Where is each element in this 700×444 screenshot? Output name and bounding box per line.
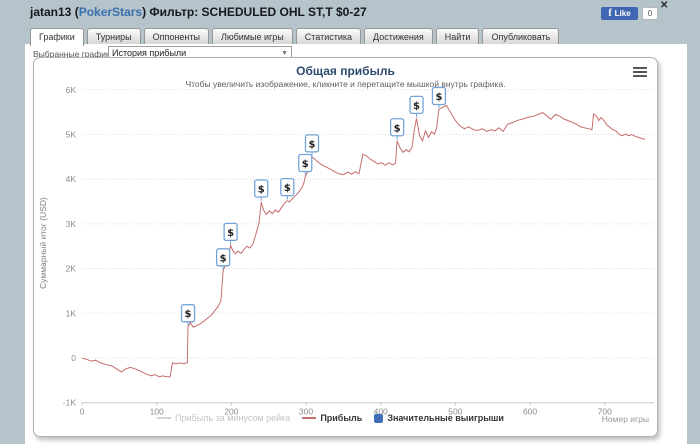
tab-2[interactable]: Турниры <box>86 28 141 44</box>
svg-text:$: $ <box>435 92 442 103</box>
like-label: Like <box>614 9 631 18</box>
line-swatch-icon <box>302 417 317 419</box>
legend-item-profit[interactable]: Прибыль <box>302 413 362 423</box>
chart-title: Общая прибыль <box>296 64 395 78</box>
chart-subtitle: Чтобы увеличить изображение, кликните и … <box>185 79 506 89</box>
tab-6[interactable]: Достижения <box>364 28 433 44</box>
svg-text:600: 600 <box>523 407 537 417</box>
close-icon[interactable]: ✕ <box>660 0 669 11</box>
like-count-badge: 0 <box>642 7 658 20</box>
svg-text:5K: 5K <box>66 130 77 140</box>
legend-item-rake[interactable]: Прибыль за минусом рейка <box>157 413 290 423</box>
tab-1[interactable]: Графики <box>30 28 84 46</box>
svg-text:$: $ <box>302 159 309 170</box>
svg-text:100: 100 <box>150 407 164 417</box>
svg-text:$: $ <box>185 309 192 320</box>
filter-label: Фильтр: <box>149 5 199 19</box>
chevron-down-icon: ▼ <box>281 50 288 57</box>
svg-text:$: $ <box>309 139 316 150</box>
svg-text:700: 700 <box>598 407 612 417</box>
svg-text:0: 0 <box>80 407 85 417</box>
svg-text:200: 200 <box>224 407 238 417</box>
svg-text:3K: 3K <box>66 219 77 229</box>
svg-text:500: 500 <box>448 407 462 417</box>
y-axis-title: Суммарный итог (USD) <box>38 197 48 289</box>
chart-legend: Прибыль за минусом рейка Прибыль Значите… <box>34 413 627 423</box>
legend-item-bigwins[interactable]: Значительные выигрыши <box>374 413 504 423</box>
svg-text:2K: 2K <box>66 264 77 274</box>
svg-text:6K: 6K <box>66 85 77 95</box>
x-axis-title: Номер игры <box>601 414 649 424</box>
svg-text:$: $ <box>227 228 234 239</box>
tab-7[interactable]: Найти <box>435 28 480 44</box>
facebook-icon: f <box>608 7 612 19</box>
flag-swatch-icon <box>374 413 384 423</box>
profit-chart-panel[interactable]: -1K 0 1K 2K 3K 4K 5K 6K 0 100 200 300 400 500 600 700 $ $… <box>33 57 658 437</box>
svg-text:1K: 1K <box>66 308 77 318</box>
tab-5[interactable]: Статистика <box>295 28 362 44</box>
selected-graphs-label: Выбранные графики: <box>33 49 117 59</box>
svg-text:4K: 4K <box>66 174 77 184</box>
svg-text:$: $ <box>220 253 227 264</box>
svg-text:300: 300 <box>299 407 313 417</box>
svg-text:$: $ <box>258 184 265 195</box>
svg-text:$: $ <box>413 101 420 112</box>
facebook-like-button[interactable]: f Like <box>601 7 638 20</box>
site-link[interactable]: PokerStars <box>78 5 143 19</box>
svg-text:0: 0 <box>71 353 76 363</box>
chart-menu-icon[interactable] <box>633 67 647 79</box>
svg-text:$: $ <box>394 123 401 134</box>
svg-text:400: 400 <box>374 407 388 417</box>
filter-value: SCHEDULED OHL ST,T $0-27 <box>198 5 367 19</box>
graph-select-value: История прибыли <box>112 48 187 58</box>
tab-bar: Графики Турниры Оппоненты Любимые игры Стати… <box>30 28 560 46</box>
player-name: jatan13 <box>30 5 72 19</box>
page-title: jatan13 (PokerStars) Фильтр: SCHEDULED O… <box>30 5 367 19</box>
tab-8[interactable]: Опубликовать <box>482 28 560 44</box>
line-swatch-icon <box>157 417 172 419</box>
tab-3[interactable]: Оппоненты <box>143 28 209 44</box>
tab-4[interactable]: Любимые игры <box>211 28 293 44</box>
svg-text:$: $ <box>284 183 291 194</box>
svg-text:-1K: -1K <box>63 398 77 408</box>
content-area: Выбранные графики: История прибыли ▼ -1K… <box>25 44 687 444</box>
